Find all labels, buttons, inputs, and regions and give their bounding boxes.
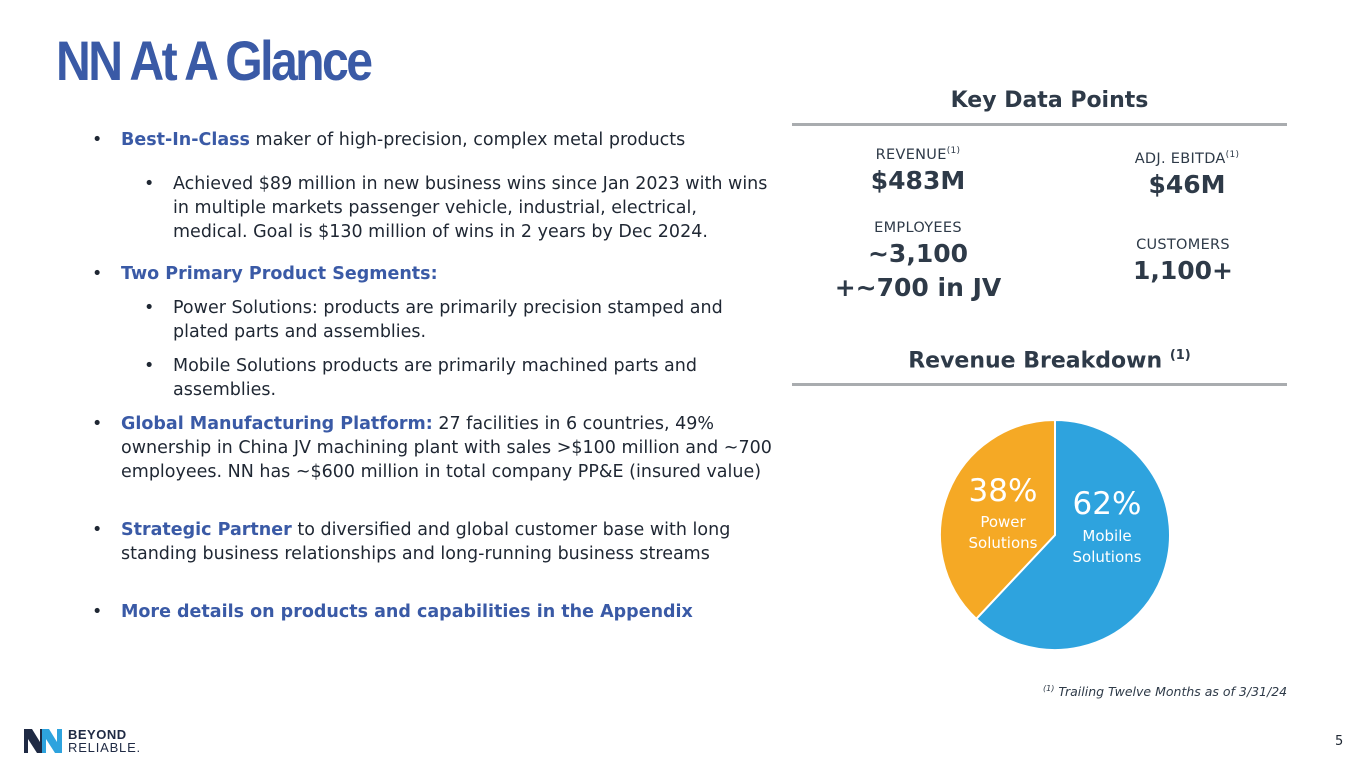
mobile-pct-label: 62% [1073, 486, 1142, 522]
adj-ebitda-label: ADJ. EBITDA [1134, 150, 1226, 167]
revenue-breakdown-footnote-ref: (1) [1169, 348, 1191, 363]
employees-stat: EMPLOYEES ~3,100 +~700 in JV [808, 220, 1028, 304]
revenue-pie-chart: 62% Mobile Solutions 38% Power Solutions [939, 418, 1171, 651]
bullet-text: Mobile Solutions products are primarily … [173, 356, 697, 400]
bullet-manufacturing: Global Manufacturing Platform: 27 facili… [92, 412, 772, 484]
bullet-strategic-partner: Strategic Partner to diversified and glo… [92, 518, 772, 566]
bullet-text: Power Solutions: products are primarily … [173, 298, 723, 342]
key-data-heading: Key Data Points [950, 88, 1149, 113]
mobile-name-line1: Mobile [1082, 527, 1131, 545]
footnote-marker: (1) [1043, 684, 1055, 693]
bullet-text: to diversified and global customer base … [121, 520, 731, 564]
revenue-breakdown-title: Revenue Breakdown [908, 348, 1163, 374]
bullet-list: Best-In-Class maker of high-precision, c… [92, 128, 772, 624]
bullet-appendix: More details on products and capabilitie… [92, 600, 772, 624]
company-logo: BEYOND RELIABLE. [24, 726, 141, 756]
adj-ebitda-footnote-ref: (1) [1225, 150, 1240, 160]
pie-slice-power-solutions [939, 418, 1056, 621]
power-name-line2: Solutions [969, 534, 1038, 552]
revenue-value: $483M [870, 165, 966, 195]
employees-label: EMPLOYEES [874, 220, 962, 236]
mobile-name-line2: Solutions [1073, 548, 1142, 566]
revenue-label: REVENUE [875, 146, 947, 163]
sub-bullet-power-solutions: Power Solutions: products are primarily … [144, 296, 772, 344]
employees-jv-value: +~700 in JV [834, 273, 1002, 302]
revenue-breakdown-heading: Revenue Breakdown (1) [792, 348, 1307, 373]
bullet-segments: Two Primary Product Segments: [92, 262, 772, 286]
page-title: NN At A Glance [56, 29, 373, 92]
bullet-text: Achieved $89 million in new business win… [173, 174, 768, 242]
bullet-highlight: Strategic Partner [121, 520, 292, 540]
logo-line1: BEYOND [68, 727, 127, 742]
customers-stat: CUSTOMERS 1,100+ [1083, 237, 1283, 287]
bullet-highlight: More details on products and capabilitie… [121, 602, 693, 622]
pie-slice-mobile-solutions [974, 418, 1171, 651]
adj-ebitda-stat: ADJ. EBITDA(1) $46M [1087, 150, 1287, 201]
bullet-highlight: Best-In-Class [121, 130, 250, 150]
bullet-highlight: Two Primary Product Segments: [121, 264, 438, 284]
nn-logo-icon [24, 729, 62, 753]
sub-bullet-new-business: Achieved $89 million in new business win… [144, 172, 772, 244]
logo-line2: RELIABLE. [68, 740, 141, 755]
footnote: (1) Trailing Twelve Months as of 3/31/24 [1043, 684, 1287, 699]
adj-ebitda-value: $46M [1148, 169, 1226, 199]
key-data-divider [792, 123, 1287, 126]
bullet-highlight: Global Manufacturing Platform: [121, 414, 433, 434]
revenue-footnote-ref: (1) [946, 146, 961, 156]
revenue-breakdown-divider [792, 383, 1287, 386]
customers-value: 1,100+ [1132, 256, 1234, 285]
bullet-best-in-class: Best-In-Class maker of high-precision, c… [92, 128, 772, 152]
bullet-text: maker of high-precision, complex metal p… [249, 130, 686, 150]
employees-value: ~3,100 [867, 239, 969, 268]
bullet-text: 27 facilities in 6 countries, 49% owners… [121, 414, 772, 482]
revenue-stat: REVENUE(1) $483M [818, 146, 1018, 197]
customers-label: CUSTOMERS [1136, 237, 1230, 253]
power-name-line1: Power [980, 513, 1026, 531]
sub-bullet-mobile-solutions: Mobile Solutions products are primarily … [144, 354, 772, 402]
footnote-text: Trailing Twelve Months as of 3/31/24 [1054, 684, 1288, 700]
page-number: 5 [1335, 734, 1344, 749]
power-pct-label: 38% [969, 473, 1038, 509]
